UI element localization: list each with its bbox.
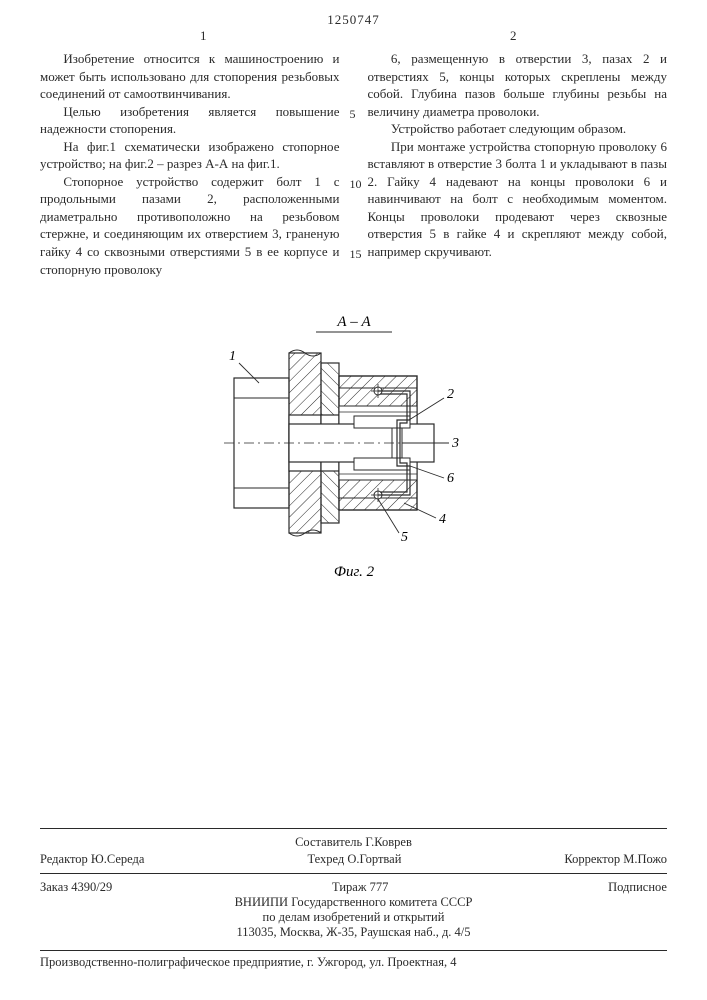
callout-2: 2 [447,387,454,402]
paragraph: Стопорное устройство содержит болт 1 с п… [40,173,340,278]
compiler-line: Составитель Г.Коврев [40,828,667,850]
callout-3: 3 [451,436,459,451]
callout-5: 5 [401,530,408,545]
callout-4: 4 [439,512,446,527]
page: 1250747 1 2 Изобретение относится к маши… [0,0,707,1000]
subscription: Подписное [608,880,667,895]
figure-svg: А – А [204,308,504,588]
figure: А – А [40,308,667,588]
paragraph: Устройство работает следующим образом. [368,120,668,138]
left-column: Изобретение относится к машиностроению и… [40,50,340,278]
printing-line: Производственно-полиграфическое предприя… [40,950,667,970]
paragraph: При монтаже устройства стопорную проволо… [368,138,668,261]
callout-1: 1 [229,349,236,364]
org-line-1: ВНИИПИ Государственного комитета СССР [40,895,667,910]
line-number: 10 [350,176,362,192]
divider [40,873,667,874]
text-columns: Изобретение относится к машиностроению и… [40,50,667,278]
paragraph: Целью изобретения является повышение над… [40,103,340,138]
bolt-head [234,378,289,508]
corrector: Корректор М.Пожо [564,852,667,867]
right-column: 5 10 15 6, размещенную в отверстии 3, па… [368,50,668,278]
line-number: 5 [350,106,356,122]
callout-6: 6 [447,471,454,486]
document-number: 1250747 [327,12,380,28]
editor-row: Редактор Ю.Середа Техред О.Гортвай Корре… [40,852,667,867]
order-row: Заказ 4390/29 Тираж 777 Подписное [40,880,667,895]
techred: Техред О.Гортвай [307,852,401,867]
paragraph: На фиг.1 схематически изображено стопорн… [40,138,340,173]
paragraph: Изобретение относится к машиностроению и… [40,50,340,103]
column-number-left: 1 [200,28,207,44]
figure-caption: Фиг. 2 [333,564,374,580]
section-label: А – А [336,314,371,330]
footer-block: Составитель Г.Коврев Редактор Ю.Середа Т… [40,828,667,940]
paragraph: 6, размещенную в отверстии 3, пазах 2 и … [368,50,668,120]
org-line-2: по делам изобретений и открытий [40,910,667,925]
order-number: Заказ 4390/29 [40,880,112,895]
address-line: 113035, Москва, Ж-35, Раушская наб., д. … [40,925,667,940]
column-number-right: 2 [510,28,517,44]
tirazh: Тираж 777 [332,880,388,895]
editor: Редактор Ю.Середа [40,852,144,867]
line-number: 15 [350,246,362,262]
